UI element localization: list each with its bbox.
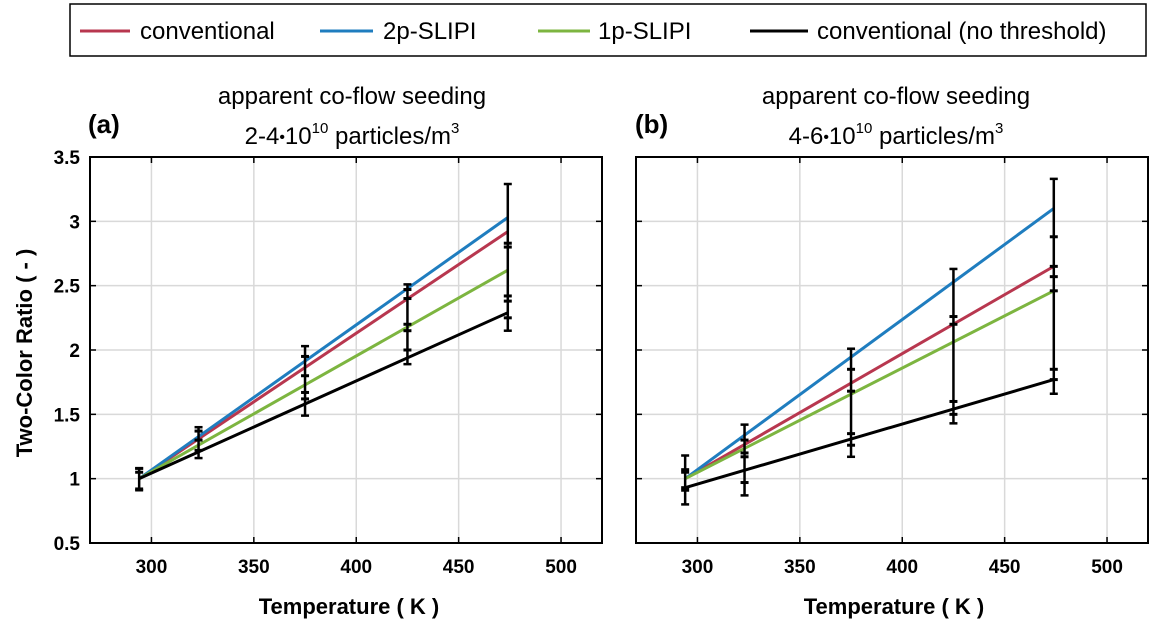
x-tick-label: 450 [443,557,475,578]
series-line-1p-slipi [138,268,509,480]
x-tick-label: 350 [238,557,270,578]
panel-a: 300 350 400 450 500 0.5 1 1.5 2 2.5 3 3.5 (a) apparen… [54,83,603,619]
x-tick-label: 300 [136,557,168,578]
error-bars [135,182,512,492]
series-group [138,216,509,481]
error-bars [681,177,1058,506]
x-tick-label: 350 [784,557,816,578]
legend-label-1: conventional [140,18,275,45]
y-axis-label: Two-Color Ratio ( - ) [12,249,37,458]
chart-title-line1: apparent co-flow seeding [218,83,486,110]
y-tick-label: 1.5 [54,405,81,426]
x-tick-label: 500 [1091,557,1123,578]
series-line-conventional [684,265,1055,480]
x-tick-label: 300 [682,557,714,578]
series-group [684,207,1055,490]
legend: conventional 2p-SLIPI 1p-SLIPI conventional… [69,3,1147,57]
series-line-conventional-no-threshold- [684,378,1055,490]
series-line-1p-slipi [684,289,1055,481]
error-bar [135,466,144,492]
y-tick-label: 1 [69,470,80,491]
panel-b: 300 350 400 450 500 (b) apparent co-flow seedi… [635,83,1149,619]
error-bar [949,267,958,425]
panel-label: (a) [88,109,120,139]
legend-box [69,3,1147,57]
legend-label-4: conventional (no threshold) [817,18,1107,45]
x-axis-label: Temperature ( K ) [259,594,440,619]
y-tick-label: 2.5 [54,277,81,298]
error-bar [301,344,310,417]
series-line-2p-slipi [138,216,509,480]
error-bar [847,347,856,459]
error-bar [740,423,749,497]
series-line-2p-slipi [684,207,1055,480]
legend-label-3: 1p-SLIPI [598,18,691,45]
chart-title-line1: apparent co-flow seeding [762,83,1030,110]
panel-label: (b) [635,109,668,139]
error-bar [194,425,203,460]
x-tick-label: 450 [989,557,1021,578]
y-tick-label: 3 [69,212,80,233]
y-tick-label: 2 [69,341,80,362]
x-tick-label: 500 [545,557,577,578]
series-line-conventional-no-threshold- [138,311,509,481]
error-bar [681,454,690,506]
y-tick-label: 0.5 [54,534,81,555]
grid [90,156,602,544]
error-bar [1049,177,1058,395]
x-tick-label: 400 [886,557,918,578]
series-line-conventional [138,230,509,480]
error-bar [403,283,412,366]
error-bar [503,182,512,332]
y-tick-label: 3.5 [54,148,81,169]
chart-title-line2: 4-6•1010 particles/m3 [789,120,1004,150]
x-tick-label: 400 [340,557,372,578]
grid [636,156,1148,544]
x-axis-label: Temperature ( K ) [804,594,985,619]
panels: 300 350 400 450 500 0.5 1 1.5 2 2.5 3 3.5 (a) apparen… [54,83,1149,619]
legend-label-2: 2p-SLIPI [383,18,476,45]
chart-title-line2: 2-4•1010 particles/m3 [245,120,460,150]
